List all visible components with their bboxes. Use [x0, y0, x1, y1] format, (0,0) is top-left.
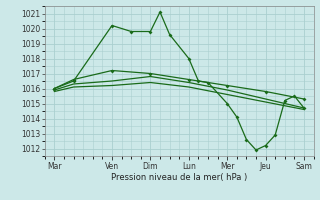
X-axis label: Pression niveau de la mer( hPa ): Pression niveau de la mer( hPa ) — [111, 173, 247, 182]
